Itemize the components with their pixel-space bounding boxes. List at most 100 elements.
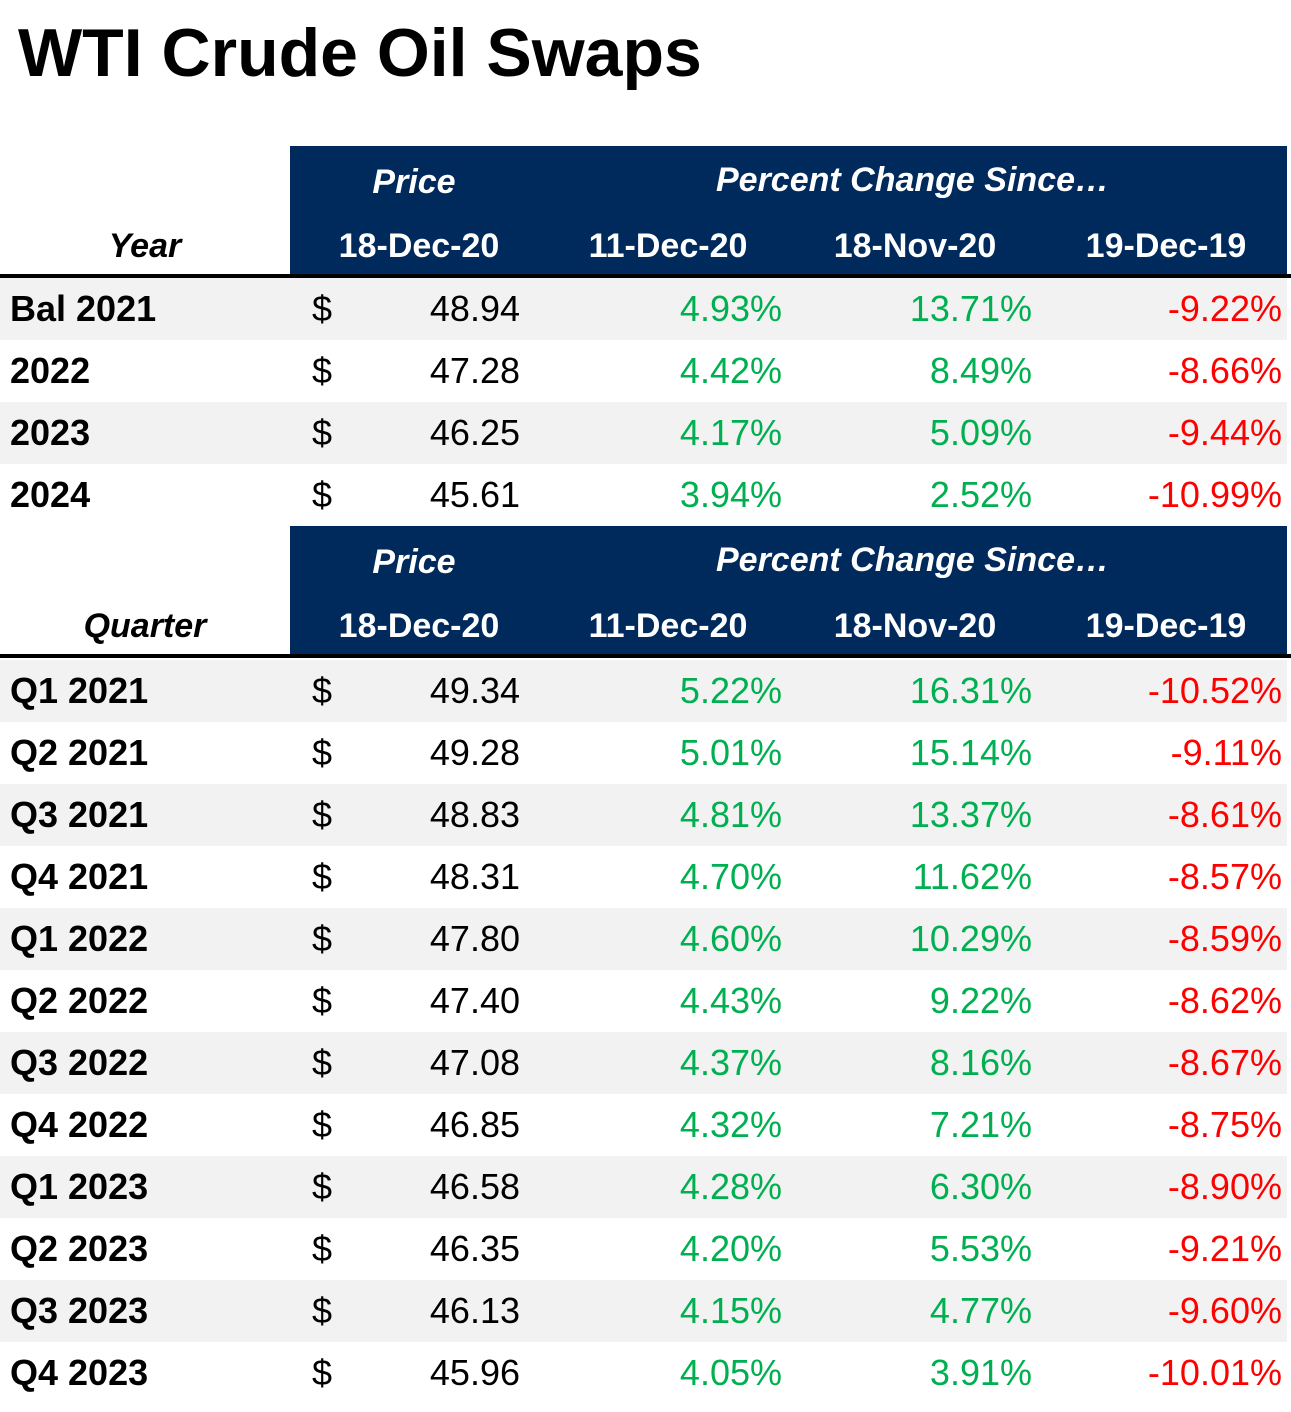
row-label: Q3 2023: [10, 1290, 149, 1331]
pct-change-1-cell: 4.81%: [679, 794, 782, 835]
pct-change-2-cell: 9.22%: [929, 980, 1032, 1021]
pct-change-1-cell: 4.20%: [679, 1228, 782, 1269]
currency-symbol: $: [312, 918, 333, 959]
row-label: Q4 2023: [10, 1352, 149, 1393]
price-cell: 47.80: [429, 918, 520, 959]
row-label: Q1 2021: [10, 670, 149, 711]
table-row: Q3 2021 $48.83 4.81% 13.37% -8.61%: [0, 784, 1287, 846]
row-label: Q4 2022: [10, 1104, 149, 1145]
table-row: Q4 2021 $48.31 4.70% 11.62% -8.57%: [0, 846, 1287, 908]
pct-change-3-cell: -10.52%: [1147, 670, 1282, 711]
header-divider: [0, 654, 1291, 658]
currency-symbol: $: [312, 1290, 333, 1331]
table-row: Q3 2022 $47.08 4.37% 8.16% -8.67%: [0, 1032, 1287, 1094]
table-row: Bal 2021 $48.94 4.93% 13.71% -9.22%: [0, 278, 1287, 340]
price-cell: 46.25: [429, 412, 520, 453]
table-row: Q1 2023 $46.58 4.28% 6.30% -8.90%: [0, 1156, 1287, 1218]
pct-change-2-cell: 8.49%: [929, 350, 1032, 391]
page-title: WTI Crude Oil Swaps: [18, 15, 702, 91]
table-row: Q2 2021 $49.28 5.01% 15.14% -9.11%: [0, 722, 1287, 784]
row-label: Q2 2021: [10, 732, 149, 773]
date-header-3: 19-Dec-19: [1085, 607, 1247, 645]
quarter-table-body: Q1 2021 $49.34 5.22% 16.31% -10.52% Q2 2021 $4…: [0, 660, 1291, 1404]
price-cell: 48.31: [429, 856, 520, 897]
pct-change-1-cell: 4.15%: [679, 1290, 782, 1331]
year-column-header: Year: [108, 227, 182, 265]
currency-symbol: $: [312, 856, 333, 897]
pct-change-3-cell: -9.22%: [1167, 288, 1282, 329]
pct-change-2-cell: 15.14%: [909, 732, 1032, 773]
row-label: 2024: [10, 474, 91, 515]
row-label: Q4 2021: [10, 856, 149, 897]
currency-symbol: $: [312, 732, 333, 773]
price-cell: 47.28: [429, 350, 520, 391]
header-background: [290, 526, 1287, 654]
pct-change-1-cell: 4.60%: [679, 918, 782, 959]
currency-symbol: $: [312, 1166, 333, 1207]
pct-change-1-cell: 5.22%: [679, 670, 782, 711]
table-row: 2024 $45.61 3.94% 2.52% -10.99%: [0, 464, 1287, 526]
pct-change-2-cell: 6.30%: [929, 1166, 1032, 1207]
pct-change-1-cell: 4.42%: [679, 350, 782, 391]
pct-change-3-cell: -9.11%: [1170, 732, 1282, 773]
table-row: Q1 2022 $47.80 4.60% 10.29% -8.59%: [0, 908, 1287, 970]
price-cell: 47.40: [429, 980, 520, 1021]
row-label: Q3 2021: [10, 794, 149, 835]
pct-change-1-cell: 4.93%: [679, 288, 782, 329]
currency-symbol: $: [312, 474, 333, 515]
pct-change-1-cell: 3.94%: [679, 474, 782, 515]
price-cell: 48.83: [429, 794, 520, 835]
pct-change-3-cell: -9.21%: [1167, 1228, 1282, 1269]
header-background: [290, 146, 1287, 274]
currency-symbol: $: [312, 350, 333, 391]
pct-change-1-cell: 4.28%: [679, 1166, 782, 1207]
pct-change-3-cell: -9.60%: [1167, 1290, 1282, 1331]
pct-change-2-cell: 2.52%: [929, 474, 1032, 515]
pct-change-2-cell: 5.53%: [929, 1228, 1032, 1269]
pct-change-2-cell: 3.91%: [929, 1352, 1032, 1393]
pct-change-2-cell: 13.71%: [909, 288, 1032, 329]
date-header-3: 19-Dec-19: [1085, 227, 1247, 265]
row-label: Bal 2021: [10, 288, 157, 329]
pct-change-3-cell: -8.57%: [1167, 856, 1282, 897]
table-row: 2023 $46.25 4.17% 5.09% -9.44%: [0, 402, 1287, 464]
pct-change-1-cell: 4.43%: [679, 980, 782, 1021]
currency-symbol: $: [312, 288, 333, 329]
row-label: 2022: [10, 350, 91, 391]
table-row: Q4 2022 $46.85 4.32% 7.21% -8.75%: [0, 1094, 1287, 1156]
pct-change-3-cell: -8.66%: [1167, 350, 1282, 391]
date-header-1: 11-Dec-20: [588, 607, 748, 645]
pct-change-2-cell: 11.62%: [912, 856, 1032, 897]
pct-change-2-cell: 10.29%: [909, 918, 1032, 959]
quarter-column-header: Quarter: [83, 607, 207, 645]
pct-change-3-cell: -10.01%: [1147, 1352, 1282, 1393]
table-row: Q2 2022 $47.40 4.43% 9.22% -8.62%: [0, 970, 1287, 1032]
table-row: Q1 2021 $49.34 5.22% 16.31% -10.52%: [0, 660, 1287, 722]
percent-change-header: Percent Change Since…: [715, 541, 1109, 579]
table-row: Q4 2023 $45.96 4.05% 3.91% -10.01%: [0, 1342, 1287, 1404]
pct-change-2-cell: 16.31%: [909, 670, 1032, 711]
year-table-header: Year Price Percent Change Since… 18-Dec-…: [0, 146, 1291, 278]
pct-change-1-cell: 4.05%: [679, 1352, 782, 1393]
date-header-price: 18-Dec-20: [338, 227, 500, 265]
table-row: Q3 2023 $46.13 4.15% 4.77% -9.60%: [0, 1280, 1287, 1342]
table-row: 2022 $47.28 4.42% 8.49% -8.66%: [0, 340, 1287, 402]
price-cell: 45.61: [429, 474, 520, 515]
pct-change-2-cell: 5.09%: [929, 412, 1032, 453]
row-label: Q3 2022: [10, 1042, 149, 1083]
price-cell: 47.08: [429, 1042, 520, 1083]
currency-symbol: $: [312, 980, 333, 1021]
price-cell: 48.94: [429, 288, 520, 329]
currency-symbol: $: [312, 1104, 333, 1145]
row-label: Q1 2023: [10, 1166, 149, 1207]
date-header-1: 11-Dec-20: [588, 227, 748, 265]
price-header: Price: [372, 543, 456, 581]
price-cell: 46.58: [429, 1166, 520, 1207]
pct-change-1-cell: 4.17%: [679, 412, 782, 453]
pct-change-3-cell: -8.62%: [1167, 980, 1282, 1021]
pct-change-3-cell: -8.67%: [1167, 1042, 1282, 1083]
pct-change-3-cell: -8.75%: [1167, 1104, 1282, 1145]
pct-change-3-cell: -9.44%: [1167, 412, 1282, 453]
row-label: Q2 2023: [10, 1228, 149, 1269]
pct-change-2-cell: 4.77%: [929, 1290, 1032, 1331]
